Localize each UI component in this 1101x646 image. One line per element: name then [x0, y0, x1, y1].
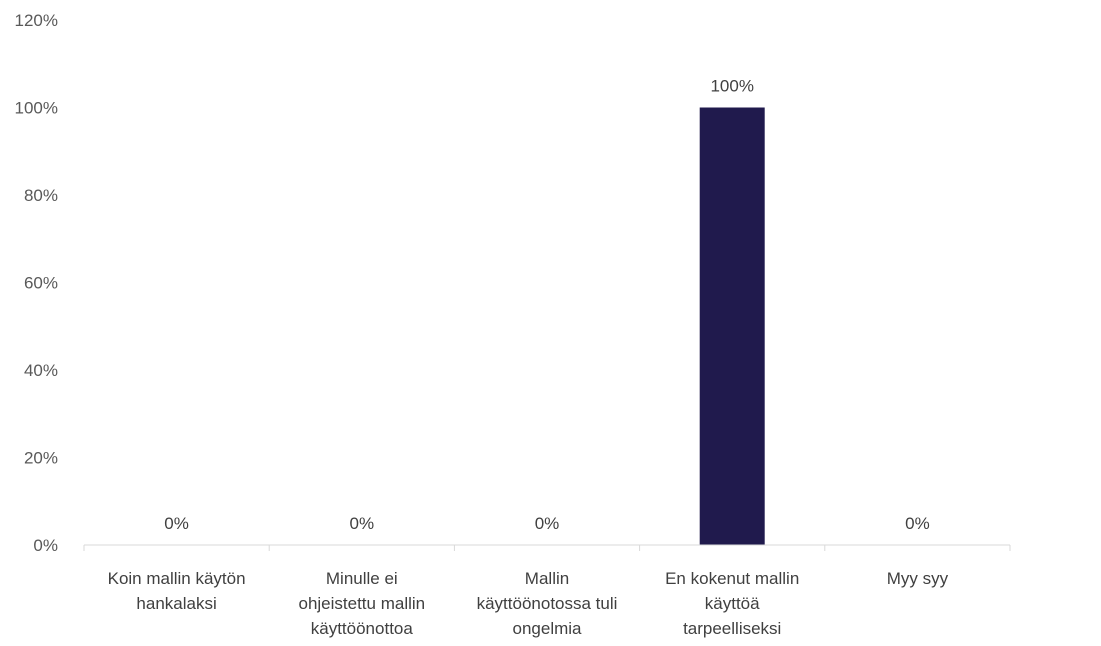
category-label-line: tarpeelliseksi [683, 619, 781, 638]
bars: 0% 0% 0% 100% 0% [164, 77, 930, 545]
category-label-line: En kokenut mallin [665, 569, 799, 588]
category-label-line: Myy syy [887, 569, 949, 588]
y-tick-label: 60% [24, 274, 58, 293]
category-label-line: Mallin [525, 569, 569, 588]
category-label-line: Koin mallin käytön [108, 569, 246, 588]
category-label-line: Minulle ei [326, 569, 398, 588]
category-label-line: ongelmia [513, 619, 583, 638]
y-tick-label: 80% [24, 186, 58, 205]
category-label-line: hankalaksi [136, 594, 216, 613]
y-tick-label: 40% [24, 361, 58, 380]
category-label: Minulle ei ohjeistettu mallin käyttöönotto… [298, 569, 425, 638]
category-label: Myy syy [887, 569, 949, 588]
x-axis: Koin mallin käytön hankalaksi Minulle ei oh… [83, 544, 1011, 638]
category-label: Koin mallin käytön hankalaksi [108, 569, 246, 613]
category-label: Mallin käyttöönotossa tuli ongelmia [477, 569, 618, 638]
y-tick-label: 20% [24, 449, 58, 468]
bar [699, 107, 765, 545]
category-label-line: käyttöönottoa [311, 619, 414, 638]
data-label: 0% [350, 514, 375, 533]
y-tick-label: 100% [15, 99, 58, 118]
category-label-line: ohjeistettu mallin [298, 594, 425, 613]
data-label: 0% [164, 514, 189, 533]
y-axis: 0% 20% 40% 60% 80% 100% 120% [15, 11, 58, 555]
category-label-line: käyttöönotossa tuli [477, 594, 618, 613]
data-label: 0% [535, 514, 560, 533]
category-label: En kokenut mallin käyttöä tarpeelliseksi [665, 569, 799, 638]
category-label-line: käyttöä [705, 594, 760, 613]
data-label: 100% [710, 77, 753, 96]
y-tick-label: 0% [33, 536, 58, 555]
data-label: 0% [905, 514, 930, 533]
y-tick-label: 120% [15, 11, 58, 30]
